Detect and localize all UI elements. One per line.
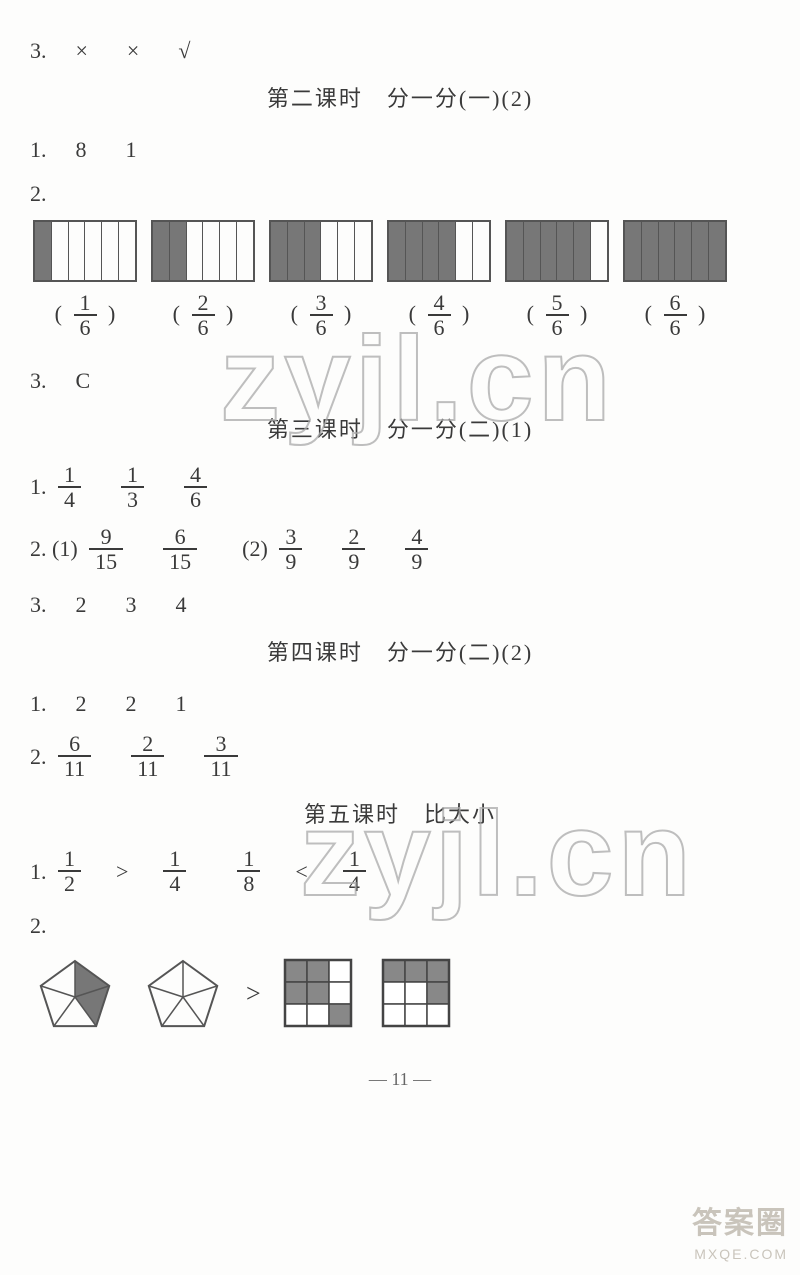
l3q3-c: 4	[176, 590, 187, 621]
page: 3. × × √ 第二课时 分一分(一)(2) 1. 8 1 2. ( 16 )…	[0, 0, 800, 1275]
l2-q3: 3. C	[30, 364, 770, 396]
bar-diagram	[269, 220, 373, 282]
bar-label: ( 36 )	[291, 292, 352, 340]
pentagon-left	[30, 949, 120, 1039]
q3-v3: √	[178, 36, 190, 67]
l5q1-p2b: 14	[337, 858, 372, 883]
l2q3-ans: C	[76, 366, 91, 397]
l3q1-prefix: 1.	[30, 472, 47, 503]
q3-prefix: 3.	[30, 36, 47, 67]
pentagon-right	[138, 949, 228, 1039]
l3-q1: 1. 141346	[30, 464, 770, 512]
l5q1-op1: >	[116, 857, 128, 888]
l2q3-prefix: 3.	[30, 366, 47, 397]
l2q1-b: 1	[126, 135, 137, 166]
l5q1-op2: <	[295, 857, 307, 888]
l4q2-prefix: 2.	[30, 742, 47, 773]
l5q2-prefix: 2.	[30, 911, 47, 942]
l2q1-prefix: 1.	[30, 135, 47, 166]
l2-q1: 1. 8 1	[30, 133, 770, 165]
grid-right	[377, 954, 457, 1034]
bar-group: ( 16 )	[30, 220, 140, 340]
l3-q2: 2. (1) 915615 (2) 392949	[30, 526, 770, 574]
bar-group: ( 46 )	[384, 220, 494, 340]
l4-q1: 1. 2 2 1	[30, 687, 770, 719]
l3q2-g2-label: (2)	[242, 534, 268, 565]
bar-group: ( 66 )	[620, 220, 730, 340]
q3-row: 3. × × √	[30, 34, 770, 66]
bar-label: ( 56 )	[527, 292, 588, 340]
l3q3-prefix: 3.	[30, 590, 47, 621]
l5-q1: 1. 12 > 14 18 < 14	[30, 848, 770, 896]
lesson3-title: 第三课时 分一分(二)(1)	[30, 415, 770, 446]
l3q3-a: 2	[76, 590, 87, 621]
l4q1-a: 2	[76, 689, 87, 720]
grid-left	[279, 954, 359, 1034]
l5q1-p2a: 18	[231, 858, 266, 883]
l3q1-fracs: 141346	[52, 473, 213, 498]
l3q2-g1: 915615	[83, 535, 203, 560]
bar-diagram	[623, 220, 727, 282]
l2q2-prefix: 2.	[30, 179, 47, 210]
l2-q2: 2. ( 16 ) ( 26 ) ( 36 ) ( 46 ) ( 56 ) ( 66 )	[30, 179, 770, 340]
q3-v2: ×	[127, 36, 139, 67]
l4q1-prefix: 1.	[30, 689, 47, 720]
l5q1-p1a: 12	[52, 858, 87, 883]
l3q3-b: 3	[126, 590, 137, 621]
l5q1-p1b: 14	[157, 858, 192, 883]
corner-line2: MXQE.COM	[692, 1245, 788, 1265]
bar-group: ( 56 )	[502, 220, 612, 340]
l3q2-g1-label: (1)	[52, 534, 78, 565]
page-number: — 11 —	[30, 1067, 770, 1092]
bar-diagram	[151, 220, 255, 282]
l3q2-g2: 392949	[273, 535, 434, 560]
bar-diagram	[387, 220, 491, 282]
q3-v1: ×	[76, 36, 88, 67]
l5-q2: 2. >	[30, 911, 770, 1040]
l3q2-prefix: 2.	[30, 534, 47, 565]
bar-diagram	[33, 220, 137, 282]
l5q1-prefix: 1.	[30, 857, 47, 888]
l5q2-op: >	[246, 976, 261, 1012]
l4-q2: 2. 611211311	[30, 733, 770, 781]
bar-label: ( 46 )	[409, 292, 470, 340]
lesson5-title: 第五课时 比大小	[30, 800, 770, 831]
bars-row: ( 16 ) ( 26 ) ( 36 ) ( 46 ) ( 56 ) ( 66 )	[30, 220, 730, 340]
bar-group: ( 26 )	[148, 220, 258, 340]
lesson4-title: 第四课时 分一分(二)(2)	[30, 638, 770, 669]
l4q1-b: 2	[126, 689, 137, 720]
bar-label: ( 26 )	[173, 292, 234, 340]
bar-diagram	[505, 220, 609, 282]
bar-group: ( 36 )	[266, 220, 376, 340]
bar-label: ( 66 )	[645, 292, 706, 340]
l2q1-a: 8	[76, 135, 87, 166]
l3-q3: 3. 2 3 4	[30, 588, 770, 620]
l4q1-c: 1	[176, 689, 187, 720]
corner-line1: 答案圈	[692, 1203, 788, 1245]
corner-watermark: 答案圈 MXQE.COM	[692, 1203, 788, 1265]
l4q2-fracs: 611211311	[52, 743, 244, 768]
lesson2-title: 第二课时 分一分(一)(2)	[30, 84, 770, 115]
shape-row: >	[30, 949, 770, 1039]
bar-label: ( 16 )	[55, 292, 116, 340]
